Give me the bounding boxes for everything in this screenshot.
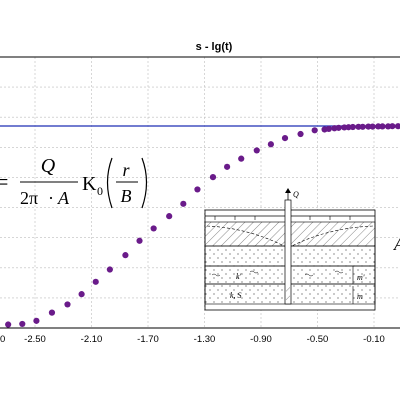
data-point [64,301,71,308]
data-point [253,147,260,154]
data-point [311,127,318,134]
data-point [19,320,26,328]
m-label: m [357,292,363,301]
pump-rate-label: Q [293,190,299,199]
data-point [297,130,304,138]
data-point [281,135,289,142]
data-point [122,252,129,259]
data-point [33,317,40,324]
data-point [209,174,217,181]
theis-hantush-formula: = Q 2π · A K 0 r B [0,155,148,209]
formula-arg-num: r [122,160,130,180]
formula-arg-den: B [121,186,132,206]
data-points [5,123,400,328]
data-point [78,291,85,298]
formula-den-a: 2π [20,188,38,208]
formula-equals: = [0,169,8,194]
x-tick-label: -1.70 [137,334,159,345]
x-tick-label: -2.50 [24,334,46,345]
data-point [136,237,143,244]
data-point [5,321,12,328]
formula-bessel: K [82,173,97,195]
data-point [48,309,56,316]
data-point [194,186,201,193]
x-tick-label: -0.50 [307,334,329,345]
data-point [166,213,173,220]
data-point [375,123,382,130]
leaky-layer-label: k' [236,272,242,281]
data-point [369,123,376,130]
plot-area [0,56,400,329]
aquifer-schematic: Q k' k, S m' m [204,188,376,311]
x-tick-label: -2.10 [81,334,103,345]
data-point [325,125,332,132]
svg-text:A: A [393,234,400,254]
formula-numerator: Q [41,155,56,177]
m-prime-label: m' [357,273,365,282]
data-point [389,123,396,130]
data-point [238,155,245,162]
data-point [180,200,187,207]
x-tick-label: 0 [0,334,5,345]
data-point [150,225,157,232]
x-tick-label: -0.10 [363,334,385,345]
data-point [365,123,372,130]
formula-den-b: A [57,188,70,208]
data-point [349,123,356,131]
data-point [92,278,99,285]
data-point [335,124,342,131]
data-point [224,163,231,170]
data-point [379,123,386,130]
data-point [106,266,113,273]
data-point [394,123,400,130]
formula-bessel-sub: 0 [97,184,103,198]
x-tick-label: -1.30 [194,334,216,345]
x-tick-label: -0.90 [250,334,272,345]
formula-den-dot: · [48,188,54,208]
data-point [359,123,366,130]
chart-title: s - lg(t) [196,41,233,53]
x-axis-ticks: 0-2.50-2.10-1.70-1.30-0.90-0.50-0.100.30 [0,334,385,345]
data-point [355,123,362,130]
aquifer-label: k, S [230,291,242,300]
data-point [267,141,274,148]
